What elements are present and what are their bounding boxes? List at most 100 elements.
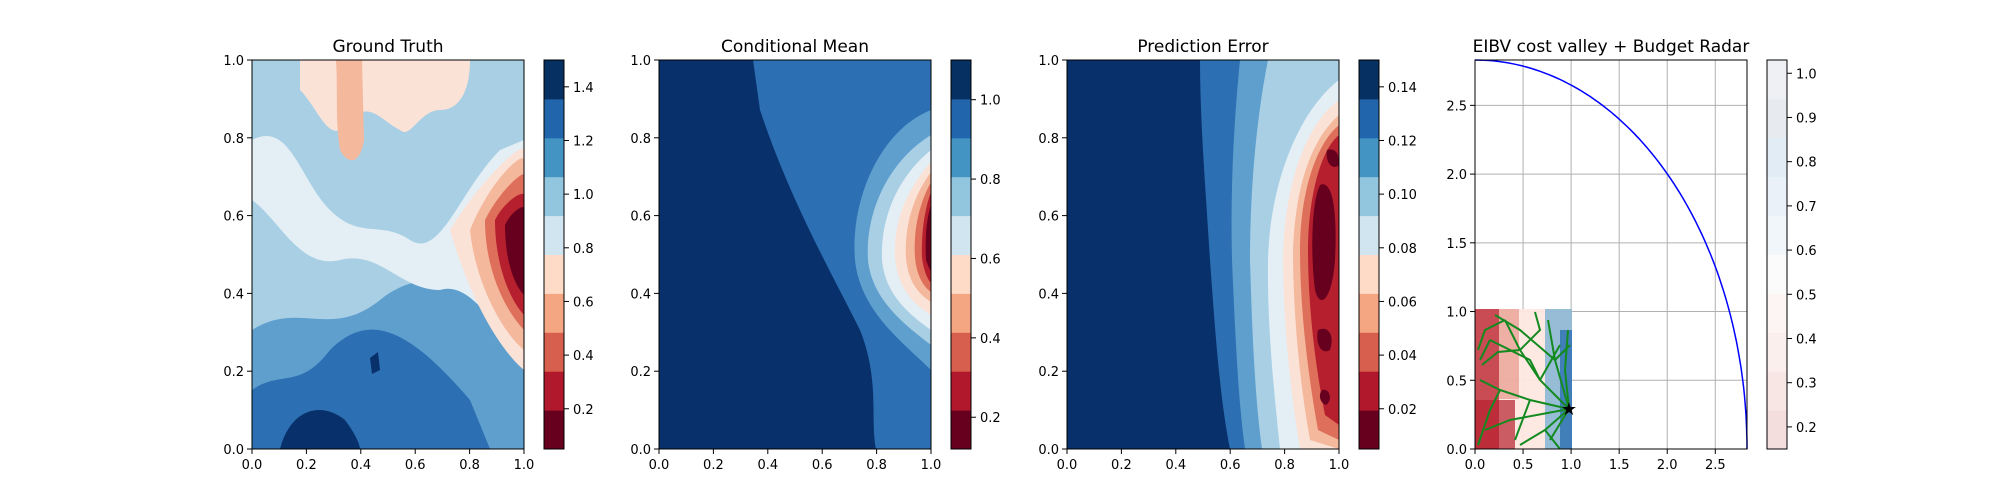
colorbar-segment [1359, 176, 1379, 217]
colorbar-tick-label: 0.4 [980, 332, 1001, 347]
x-tick-label: 0.4 [757, 458, 778, 473]
colorbar-segment [1767, 371, 1787, 411]
colorbar-tick-label: 0.6 [1796, 244, 1817, 259]
colorbar-segment [1359, 371, 1379, 411]
x-tick-label: 2.0 [1657, 458, 1678, 473]
x-tick-label: 1.0 [1329, 458, 1350, 473]
y-tick-label: 0.0 [1038, 443, 1059, 458]
colorbar-tick-label: 0.04 [1388, 349, 1417, 364]
colorbar-segment [544, 215, 564, 255]
y-axis: 0.0 0.5 1.0 1.5 2.0 2.5 [1446, 99, 1475, 458]
x-tick-label: 1.0 [1561, 458, 1582, 473]
colorbar-segment [544, 176, 564, 217]
x-tick-label: 0.4 [1165, 458, 1186, 473]
colorbar: 0.2 0.4 0.6 0.8 1.0 [950, 59, 1001, 450]
x-tick-label: 1.5 [1609, 458, 1630, 473]
colorbar-tick-label: 0.9 [1796, 111, 1817, 126]
colorbar-tick-label: 1.4 [573, 81, 594, 96]
x-tick-label: 0.0 [242, 458, 263, 473]
colorbar-tick-label: 0.4 [573, 349, 594, 364]
colorbar-segment [544, 254, 564, 294]
y-tick-label: 1.5 [1446, 237, 1467, 252]
colorbar-segment [544, 60, 564, 100]
x-tick-label: 0.2 [296, 458, 317, 473]
y-tick-label: 0.8 [1038, 132, 1059, 147]
x-tick-label: 0.0 [1057, 458, 1078, 473]
y-tick-label: 0.4 [1038, 287, 1059, 302]
y-axis: 0.0 0.2 0.4 0.6 0.8 1.0 [223, 54, 252, 458]
x-tick-label: 0.0 [1465, 458, 1486, 473]
x-tick-label: 0.8 [1274, 458, 1295, 473]
y-axis: 0.0 0.2 0.4 0.6 0.8 1.0 [630, 54, 659, 458]
x-tick-label: 0.2 [1111, 458, 1132, 473]
colorbar-segment [1359, 98, 1379, 139]
colorbar-segment [1359, 137, 1379, 178]
colorbar-segment [544, 371, 564, 411]
colorbar-segment [1359, 215, 1379, 255]
colorbar-tick-label: 0.08 [1388, 242, 1417, 257]
colorbar-tick-label: 0.5 [1796, 288, 1817, 303]
y-tick-label: 0.8 [223, 132, 244, 147]
panel-title: Ground Truth [332, 37, 443, 57]
colorbar-tick-label: 0.8 [1796, 156, 1817, 171]
x-tick-label: 0.2 [703, 458, 724, 473]
colorbar-segment [544, 332, 564, 372]
colorbar-tick-label: 1.0 [980, 94, 1001, 109]
x-tick-label: 0.8 [866, 458, 887, 473]
x-axis: 0.0 0.2 0.4 0.6 0.8 1.0 [649, 449, 942, 473]
x-axis: 0.0 0.2 0.4 0.6 0.8 1.0 [1057, 449, 1350, 473]
panel-prediction-error: Prediction Error 0.0 0.2 0.4 0.6 0.8 1.0 0.00… [1038, 37, 1417, 473]
colorbar-tick-label: 0.6 [980, 252, 1001, 267]
colorbar-tick-label: 0.7 [1796, 200, 1817, 215]
colorbar-segment [951, 371, 971, 411]
x-tick-label: 1.0 [921, 458, 942, 473]
heatmap-conditional-mean [659, 60, 931, 449]
colorbar-tick-label: 0.8 [980, 173, 1001, 188]
y-tick-label: 0.0 [223, 443, 244, 458]
heatmap-ground-truth [252, 60, 524, 449]
y-tick-label: 0.6 [223, 210, 244, 225]
x-tick-label: 0.6 [405, 458, 426, 473]
y-tick-label: 2.5 [1446, 99, 1467, 114]
x-tick-label: 0.8 [459, 458, 480, 473]
x-axis: 0.0 0.2 0.4 0.6 0.8 1.0 [242, 449, 534, 473]
tree-paths [1477, 311, 1571, 449]
y-tick-label: 1.0 [630, 54, 651, 69]
y-tick-label: 0.5 [1446, 374, 1467, 389]
heatmap-prediction-error [1067, 60, 1339, 449]
y-tick-label: 0.0 [630, 443, 651, 458]
y-tick-label: 0.6 [1038, 210, 1059, 225]
x-tick-label: 0.6 [812, 458, 833, 473]
colorbar-segment [544, 410, 564, 450]
colorbar: 0.2 0.4 0.6 0.8 1.0 1.2 1.4 [543, 59, 594, 450]
colorbar-segment [1767, 293, 1787, 333]
colorbar-tick-label: 0.12 [1388, 134, 1417, 149]
colorbar-segment [1767, 137, 1787, 178]
x-axis: 0.0 0.5 1.0 1.5 2.0 2.5 [1465, 449, 1726, 473]
current-location-star: ★ [1561, 399, 1577, 420]
colorbar-segment [951, 98, 971, 139]
colorbar-frame [1766, 59, 1788, 450]
colorbar: 0.02 0.04 0.06 0.08 0.10 0.12 0.14 [1358, 59, 1417, 450]
x-tick-label: 0.0 [649, 458, 670, 473]
colorbar-segment [951, 176, 971, 217]
x-tick-label: 0.6 [1220, 458, 1241, 473]
colorbar-frame [543, 59, 565, 450]
colorbar-segment [544, 293, 564, 333]
colorbar-tick-label: 0.2 [1796, 421, 1817, 436]
colorbar-segment [1767, 254, 1787, 294]
y-tick-label: 0.8 [630, 132, 651, 147]
colorbar-tick-label: 0.14 [1388, 81, 1417, 96]
colorbar-segment [951, 254, 971, 294]
colorbar-segment [1359, 60, 1379, 100]
colorbar-tick-label: 0.2 [980, 411, 1001, 426]
panel-conditional-mean: Conditional Mean 0.0 0.2 0.4 0.6 0.8 1.0 0.00… [630, 37, 1000, 473]
y-axis: 0.0 0.2 0.4 0.6 0.8 1.0 [1038, 54, 1067, 458]
y-tick-label: 2.0 [1446, 168, 1467, 183]
colorbar-tick-label: 0.06 [1388, 295, 1417, 310]
colorbar-tick-label: 0.2 [573, 403, 594, 418]
colorbar-segment [1767, 98, 1787, 139]
colorbar-tick-label: 0.8 [573, 242, 594, 257]
colorbar-segment [1767, 60, 1787, 100]
